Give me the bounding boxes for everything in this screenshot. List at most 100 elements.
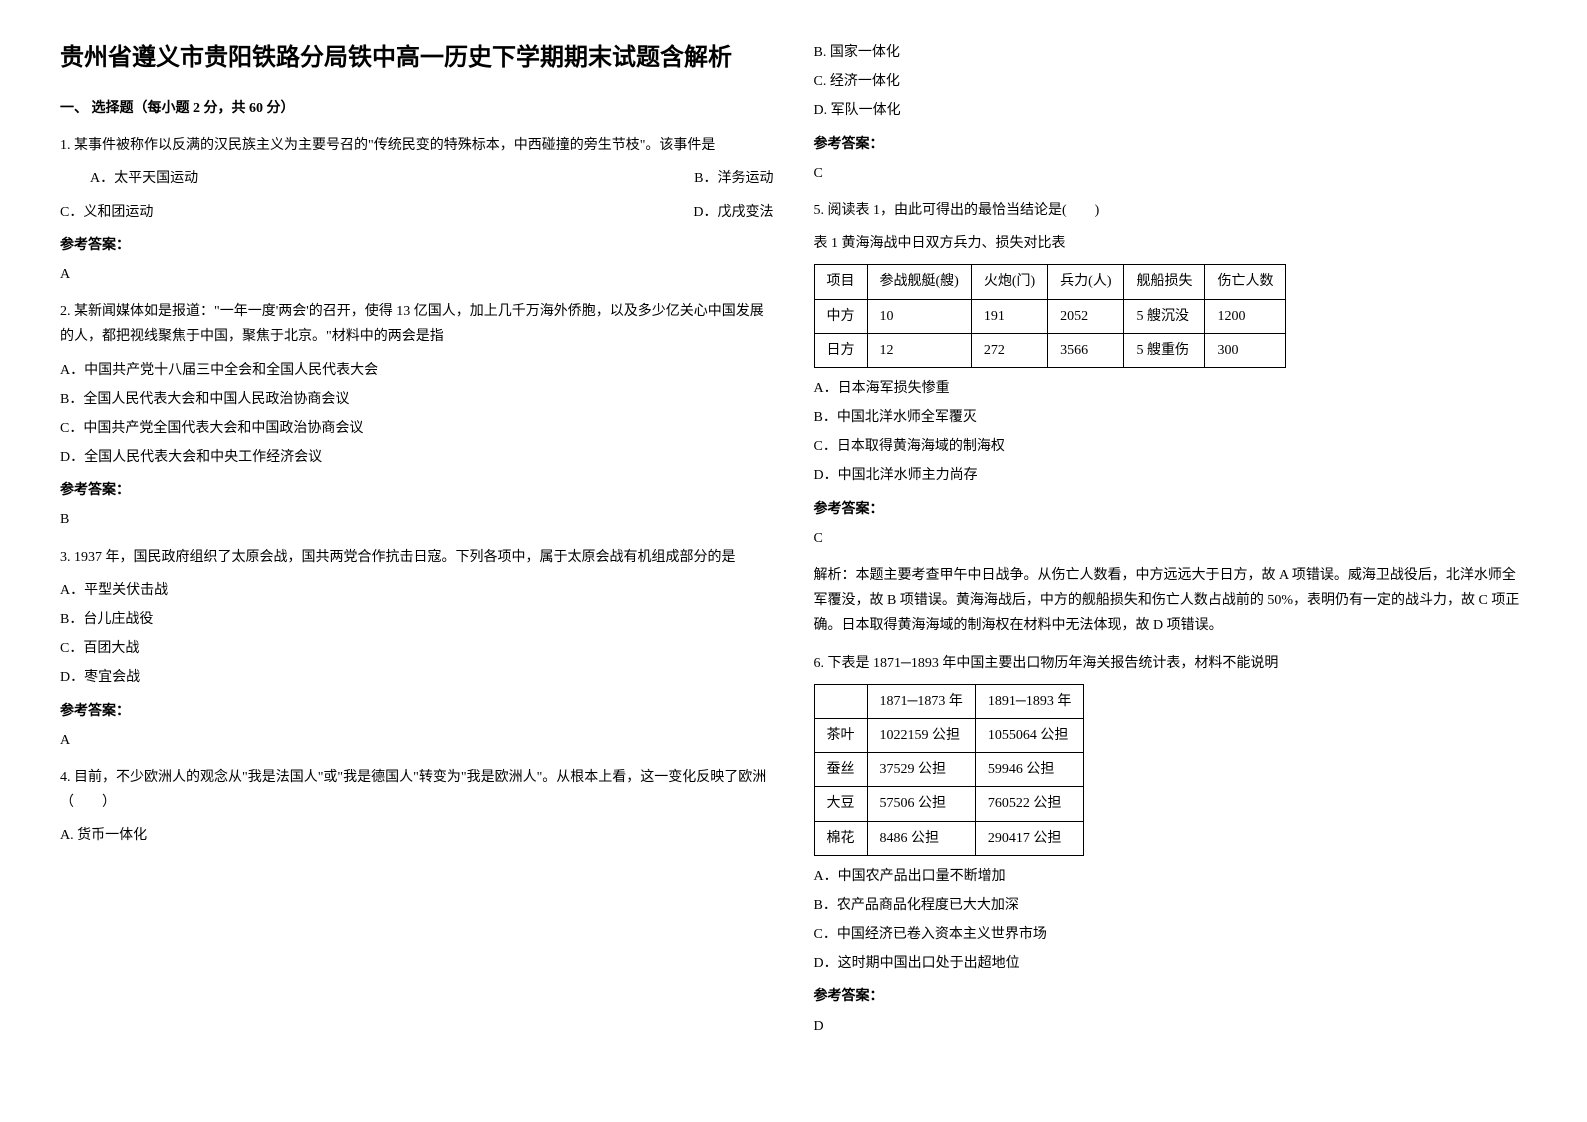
q4-opt-b: B. 国家一体化 — [814, 40, 1528, 65]
q1-answer: A — [60, 262, 774, 287]
question-4: 4. 目前，不少欧洲人的观念从"我是法国人"或"我是德国人"转变为"我是欧洲人"… — [60, 765, 774, 849]
q1-options-row2: C．义和团运动 D．戊戌变法 — [60, 200, 774, 225]
q5-r1c3: 3566 — [1048, 333, 1124, 367]
q5-r0c1: 10 — [867, 299, 971, 333]
q3-options: A．平型关伏击战 B．台儿庄战役 C．百团大战 D．枣宜会战 — [60, 578, 774, 691]
section-title: 一、 选择题（每小题 2 分，共 60 分） — [60, 96, 774, 121]
q5-h1: 参战舰艇(艘) — [867, 265, 971, 299]
q5-options: A．日本海军损失惨重 B．中国北洋水师全军覆灭 C．日本取得黄海海域的制海权 D… — [814, 376, 1528, 489]
q5-r1c0: 日方 — [814, 333, 867, 367]
q5-opt-c: C．日本取得黄海海域的制海权 — [814, 434, 1528, 459]
q2-opt-a: A．中国共产党十八届三中全会和全国人民代表大会 — [60, 358, 774, 383]
table-row: 中方 10 191 2052 5 艘沉没 1200 — [814, 299, 1286, 333]
q5-r1c4: 5 艘重伤 — [1124, 333, 1205, 367]
q5-caption: 表 1 黄海海战中日双方兵力、损失对比表 — [814, 231, 1528, 256]
table-row: 茶叶 1022159 公担 1055064 公担 — [814, 718, 1084, 752]
right-column: B. 国家一体化 C. 经济一体化 D. 军队一体化 参考答案： C 5. 阅读… — [814, 40, 1528, 1051]
q6-r3c0: 棉花 — [814, 821, 867, 855]
q5-r1c2: 272 — [971, 333, 1047, 367]
q4-opt-c: C. 经济一体化 — [814, 69, 1528, 94]
q5-h2: 火炮(门) — [971, 265, 1047, 299]
page-title: 贵州省遵义市贵阳铁路分局铁中高一历史下学期期末试题含解析 — [60, 40, 774, 76]
q1-opt-c: C．义和团运动 — [60, 200, 153, 225]
q6-text: 6. 下表是 1871─1893 年中国主要出口物历年海关报告统计表，材料不能说… — [814, 651, 1528, 676]
q3-answer: A — [60, 728, 774, 753]
left-column: 贵州省遵义市贵阳铁路分局铁中高一历史下学期期末试题含解析 一、 选择题（每小题 … — [60, 40, 774, 1051]
table-row: 蚕丝 37529 公担 59946 公担 — [814, 753, 1084, 787]
q6-h0 — [814, 684, 867, 718]
q2-opt-c: C．中国共产党全国代表大会和中国政治协商会议 — [60, 416, 774, 441]
table-row: 大豆 57506 公担 760522 公担 — [814, 787, 1084, 821]
q6-answer: D — [814, 1014, 1528, 1039]
q5-r1c1: 12 — [867, 333, 971, 367]
table-row: 日方 12 272 3566 5 艘重伤 300 — [814, 333, 1286, 367]
answer-label: 参考答案： — [60, 233, 774, 258]
q6-r1c0: 蚕丝 — [814, 753, 867, 787]
q6-h1: 1871─1873 年 — [867, 684, 975, 718]
q5-opt-b: B．中国北洋水师全军覆灭 — [814, 405, 1528, 430]
q6-r2c0: 大豆 — [814, 787, 867, 821]
question-5: 5. 阅读表 1，由此可得出的最恰当结论是( ) 表 1 黄海海战中日双方兵力、… — [814, 198, 1528, 639]
q6-opt-c: C．中国经济已卷入资本主义世界市场 — [814, 922, 1528, 947]
answer-label: 参考答案： — [814, 984, 1528, 1009]
q4-options-right: B. 国家一体化 C. 经济一体化 D. 军队一体化 — [814, 40, 1528, 124]
q5-text: 5. 阅读表 1，由此可得出的最恰当结论是( ) — [814, 198, 1528, 223]
q3-text: 3. 1937 年，国民政府组织了太原会战，国共两党合作抗击日寇。下列各项中，属… — [60, 545, 774, 570]
question-6: 6. 下表是 1871─1893 年中国主要出口物历年海关报告统计表，材料不能说… — [814, 651, 1528, 1039]
q6-r1c2: 59946 公担 — [975, 753, 1083, 787]
table-row: 棉花 8486 公担 290417 公担 — [814, 821, 1084, 855]
q6-r0c2: 1055064 公担 — [975, 718, 1083, 752]
q5-answer: C — [814, 526, 1528, 551]
q6-opt-b: B．农产品商品化程度已大大加深 — [814, 893, 1528, 918]
question-2: 2. 某新闻媒体如是报道："一年一度'两会'的召开，使得 13 亿国人，加上几千… — [60, 299, 774, 533]
q5-r0c5: 1200 — [1205, 299, 1286, 333]
q5-table: 项目 参战舰艇(艘) 火炮(门) 兵力(人) 舰船损失 伤亡人数 中方 10 1… — [814, 264, 1287, 368]
q6-h2: 1891─1893 年 — [975, 684, 1083, 718]
q6-table: 1871─1873 年 1891─1893 年 茶叶 1022159 公担 10… — [814, 684, 1085, 856]
q6-r2c1: 57506 公担 — [867, 787, 975, 821]
q4-opt-d: D. 军队一体化 — [814, 98, 1528, 123]
q6-opt-d: D．这时期中国出口处于出超地位 — [814, 951, 1528, 976]
q6-r0c0: 茶叶 — [814, 718, 867, 752]
q4-opt-a: A. 货币一体化 — [60, 823, 774, 848]
q6-r3c1: 8486 公担 — [867, 821, 975, 855]
q6-options: A．中国农产品出口量不断增加 B．农产品商品化程度已大大加深 C．中国经济已卷入… — [814, 864, 1528, 977]
q1-opt-b: B．洋务运动 — [694, 166, 773, 191]
answer-label: 参考答案： — [814, 497, 1528, 522]
q4-options-left: A. 货币一体化 — [60, 823, 774, 848]
q1-opt-a: A．太平天国运动 — [90, 166, 198, 191]
table-row: 1871─1873 年 1891─1893 年 — [814, 684, 1084, 718]
q5-h4: 舰船损失 — [1124, 265, 1205, 299]
q5-h5: 伤亡人数 — [1205, 265, 1286, 299]
q2-options: A．中国共产党十八届三中全会和全国人民代表大会 B．全国人民代表大会和中国人民政… — [60, 358, 774, 471]
q4-text: 4. 目前，不少欧洲人的观念从"我是法国人"或"我是德国人"转变为"我是欧洲人"… — [60, 765, 774, 815]
q5-r0c3: 2052 — [1048, 299, 1124, 333]
q3-opt-b: B．台儿庄战役 — [60, 607, 774, 632]
q5-opt-a: A．日本海军损失惨重 — [814, 376, 1528, 401]
question-3: 3. 1937 年，国民政府组织了太原会战，国共两党合作抗击日寇。下列各项中，属… — [60, 545, 774, 753]
q2-opt-d: D．全国人民代表大会和中央工作经济会议 — [60, 445, 774, 470]
q5-analysis: 解析：本题主要考查甲午中日战争。从伤亡人数看，中方远远大于日方，故 A 项错误。… — [814, 563, 1528, 639]
answer-label: 参考答案： — [60, 478, 774, 503]
q1-text: 1. 某事件被称作以反满的汉民族主义为主要号召的"传统民变的特殊标本，中西碰撞的… — [60, 133, 774, 158]
q5-r1c5: 300 — [1205, 333, 1286, 367]
table-row: 项目 参战舰艇(艘) 火炮(门) 兵力(人) 舰船损失 伤亡人数 — [814, 265, 1286, 299]
question-1: 1. 某事件被称作以反满的汉民族主义为主要号召的"传统民变的特殊标本，中西碰撞的… — [60, 133, 774, 287]
q1-opt-d: D．戊戌变法 — [693, 200, 773, 225]
q6-opt-a: A．中国农产品出口量不断增加 — [814, 864, 1528, 889]
q5-r0c0: 中方 — [814, 299, 867, 333]
q6-r3c2: 290417 公担 — [975, 821, 1083, 855]
q2-text: 2. 某新闻媒体如是报道："一年一度'两会'的召开，使得 13 亿国人，加上几千… — [60, 299, 774, 349]
q5-opt-d: D．中国北洋水师主力尚存 — [814, 463, 1528, 488]
q2-answer: B — [60, 507, 774, 532]
q6-r1c1: 37529 公担 — [867, 753, 975, 787]
q4-answer: C — [814, 161, 1528, 186]
q6-r0c1: 1022159 公担 — [867, 718, 975, 752]
q3-opt-d: D．枣宜会战 — [60, 665, 774, 690]
q5-r0c4: 5 艘沉没 — [1124, 299, 1205, 333]
answer-label: 参考答案： — [60, 699, 774, 724]
q5-h0: 项目 — [814, 265, 867, 299]
q1-options-row1: A．太平天国运动 B．洋务运动 — [60, 166, 774, 191]
q3-opt-a: A．平型关伏击战 — [60, 578, 774, 603]
answer-label: 参考答案： — [814, 132, 1528, 157]
